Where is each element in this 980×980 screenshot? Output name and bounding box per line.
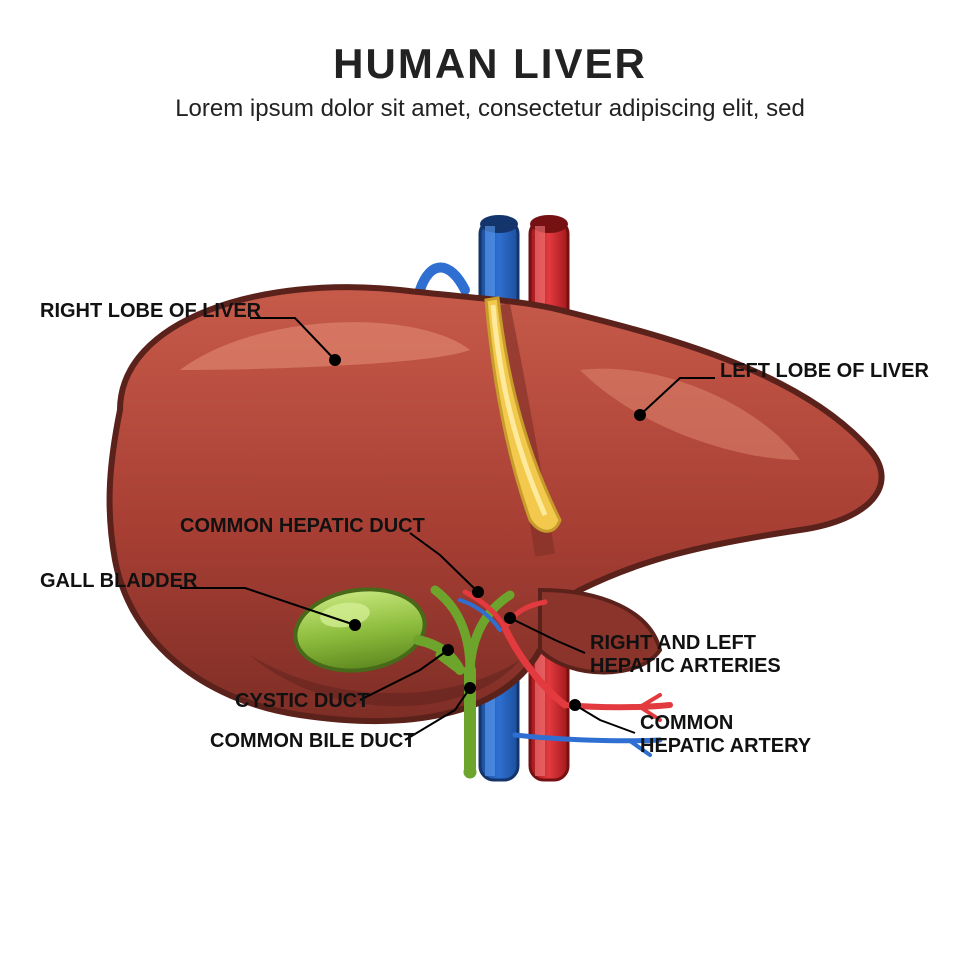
label-common-hepatic-artery: COMMONHEPATIC ARTERY (640, 712, 811, 758)
label-left-lobe: LEFT LOBE OF LIVER (720, 360, 929, 383)
label-cystic-duct: CYSTIC DUCT (235, 690, 369, 713)
label-hepatic-arteries: RIGHT AND LEFTHEPATIC ARTERIES (590, 632, 781, 678)
label-right-lobe: RIGHT LOBE OF LIVER (40, 300, 261, 323)
label-hepatic-duct: COMMON HEPATIC DUCT (180, 515, 425, 538)
page-title: HUMAN LIVER (333, 40, 647, 88)
label-bile-duct: COMMON BILE DUCT (210, 730, 416, 753)
page-subtitle: Lorem ipsum dolor sit amet, consectetur … (175, 95, 805, 123)
label-gall-bladder: GALL BLADDER (40, 570, 197, 593)
liver-svg (0, 160, 980, 920)
hepatic-vein-icon (420, 268, 465, 291)
liver-diagram (0, 160, 980, 920)
